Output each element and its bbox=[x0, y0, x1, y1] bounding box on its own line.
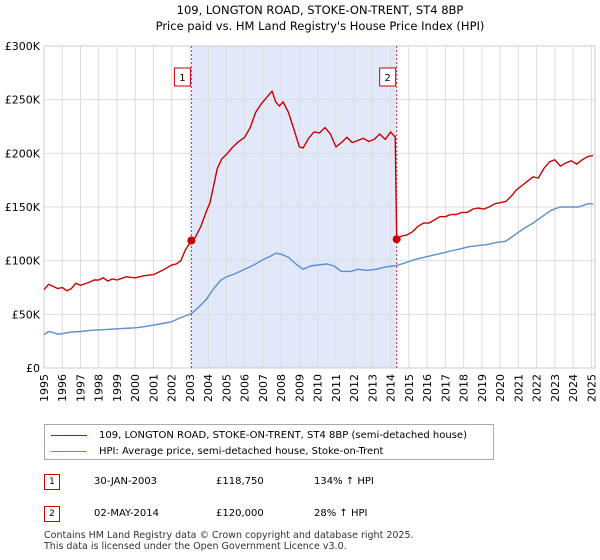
sale-hpi-change: 134% ↑ HPI bbox=[314, 476, 374, 487]
legend-label-hpi: HPI: Average price, semi-detached house,… bbox=[99, 445, 384, 457]
sale-number-badge: 1 bbox=[44, 474, 60, 490]
x-tick-label: 2004 bbox=[202, 374, 215, 402]
annotation-label: 1 bbox=[179, 73, 185, 84]
x-tick-label: 2007 bbox=[257, 374, 270, 402]
x-axis: 1995 1996 1997 1998 1999 2000 2001 2002 2003 2004… bbox=[38, 374, 598, 402]
x-tick-label: 2017 bbox=[439, 374, 452, 402]
annotation-box bbox=[379, 67, 397, 87]
x-tick-label: 2010 bbox=[312, 374, 325, 402]
legend-swatch-property bbox=[51, 434, 87, 436]
legend-item-hpi: HPI: Average price, semi-detached house,… bbox=[51, 443, 383, 459]
x-tick-label: 2013 bbox=[366, 374, 379, 402]
sale-row: 2 02-MAY-2014 £120,000 28% ↑ HPI bbox=[44, 504, 464, 526]
price-chart: 109, LONGTON ROAD, STOKE-ON-TRENT, ST4 8… bbox=[5, 3, 599, 402]
annotation-label: 2 bbox=[384, 73, 390, 84]
x-tick-label: 2003 bbox=[184, 374, 197, 402]
chart-subtitle: Price paid vs. HM Land Registry's House … bbox=[156, 19, 485, 33]
y-tick-label: £150K bbox=[5, 201, 41, 214]
sale-point bbox=[187, 236, 196, 245]
x-tick-label: 1996 bbox=[56, 374, 69, 402]
sale-price: £118,750 bbox=[216, 476, 264, 487]
x-tick-label: 2022 bbox=[531, 374, 544, 402]
x-tick-label: 2019 bbox=[476, 374, 489, 402]
chart-title: 109, LONGTON ROAD, STOKE-ON-TRENT, ST4 8… bbox=[177, 3, 464, 17]
y-axis: £0 £50K £100K £150K £200K £250K £300K bbox=[5, 40, 41, 375]
y-tick-label: £200K bbox=[5, 147, 41, 160]
x-tick-label: 2023 bbox=[549, 374, 562, 402]
plot-border bbox=[43, 45, 596, 369]
x-tick-label: 2012 bbox=[348, 374, 361, 402]
legend-item-property: 109, LONGTON ROAD, STOKE-ON-TRENT, ST4 8… bbox=[51, 427, 467, 443]
sale-row: 1 30-JAN-2003 £118,750 134% ↑ HPI bbox=[44, 472, 464, 494]
x-tick-label: 2008 bbox=[275, 374, 288, 402]
x-tick-label: 2020 bbox=[494, 374, 507, 402]
legend-swatch-hpi bbox=[51, 450, 87, 452]
x-tick-label: 2018 bbox=[458, 374, 471, 402]
x-tick-label: 2002 bbox=[166, 374, 179, 402]
x-tick-label: 1997 bbox=[74, 374, 87, 402]
x-tick-label: 2021 bbox=[512, 374, 525, 402]
x-tick-label: 2000 bbox=[129, 374, 142, 402]
y-tick-label: £100K bbox=[5, 255, 41, 268]
sale-hpi-change: 28% ↑ HPI bbox=[314, 508, 368, 519]
sale-point bbox=[392, 235, 401, 244]
y-tick-label: £300K bbox=[5, 40, 41, 53]
x-tick-label: 2006 bbox=[239, 374, 252, 402]
property-price-line bbox=[43, 90, 594, 292]
y-tick-label: £0 bbox=[26, 362, 40, 375]
x-tick-label: 1995 bbox=[38, 374, 51, 402]
footer: Contains HM Land Registry data © Crown c… bbox=[44, 530, 414, 552]
x-tick-label: 2015 bbox=[403, 374, 416, 402]
annotation-box bbox=[173, 67, 191, 87]
sale-price: £120,000 bbox=[216, 508, 264, 519]
x-tick-label: 1999 bbox=[111, 374, 124, 402]
x-tick-label: 2025 bbox=[585, 374, 598, 402]
y-tick-label: £250K bbox=[5, 94, 41, 107]
y-tick-label: £50K bbox=[12, 308, 41, 321]
legend: 109, LONGTON ROAD, STOKE-ON-TRENT, ST4 8… bbox=[44, 424, 494, 460]
footer-copyright: Contains HM Land Registry data © Crown c… bbox=[44, 530, 414, 541]
sale-points bbox=[187, 235, 401, 245]
legend-label-property: 109, LONGTON ROAD, STOKE-ON-TRENT, ST4 8… bbox=[99, 429, 467, 441]
footer-licence: This data is licensed under the Open Gov… bbox=[44, 541, 347, 552]
hpi-line bbox=[43, 203, 594, 336]
sale-number-badge: 2 bbox=[44, 506, 60, 522]
x-tick-label: 2009 bbox=[293, 374, 306, 402]
x-tick-label: 2005 bbox=[220, 374, 233, 402]
series-lines bbox=[43, 90, 594, 336]
x-tick-label: 2001 bbox=[147, 374, 160, 402]
x-tick-label: 2024 bbox=[567, 374, 580, 402]
sale-date: 02-MAY-2014 bbox=[94, 508, 160, 519]
x-tick-label: 1998 bbox=[93, 374, 106, 402]
x-tick-label: 2014 bbox=[385, 374, 398, 402]
sale-date: 30-JAN-2003 bbox=[94, 476, 158, 487]
x-tick-label: 2011 bbox=[330, 374, 343, 402]
x-tick-label: 2016 bbox=[421, 374, 434, 402]
